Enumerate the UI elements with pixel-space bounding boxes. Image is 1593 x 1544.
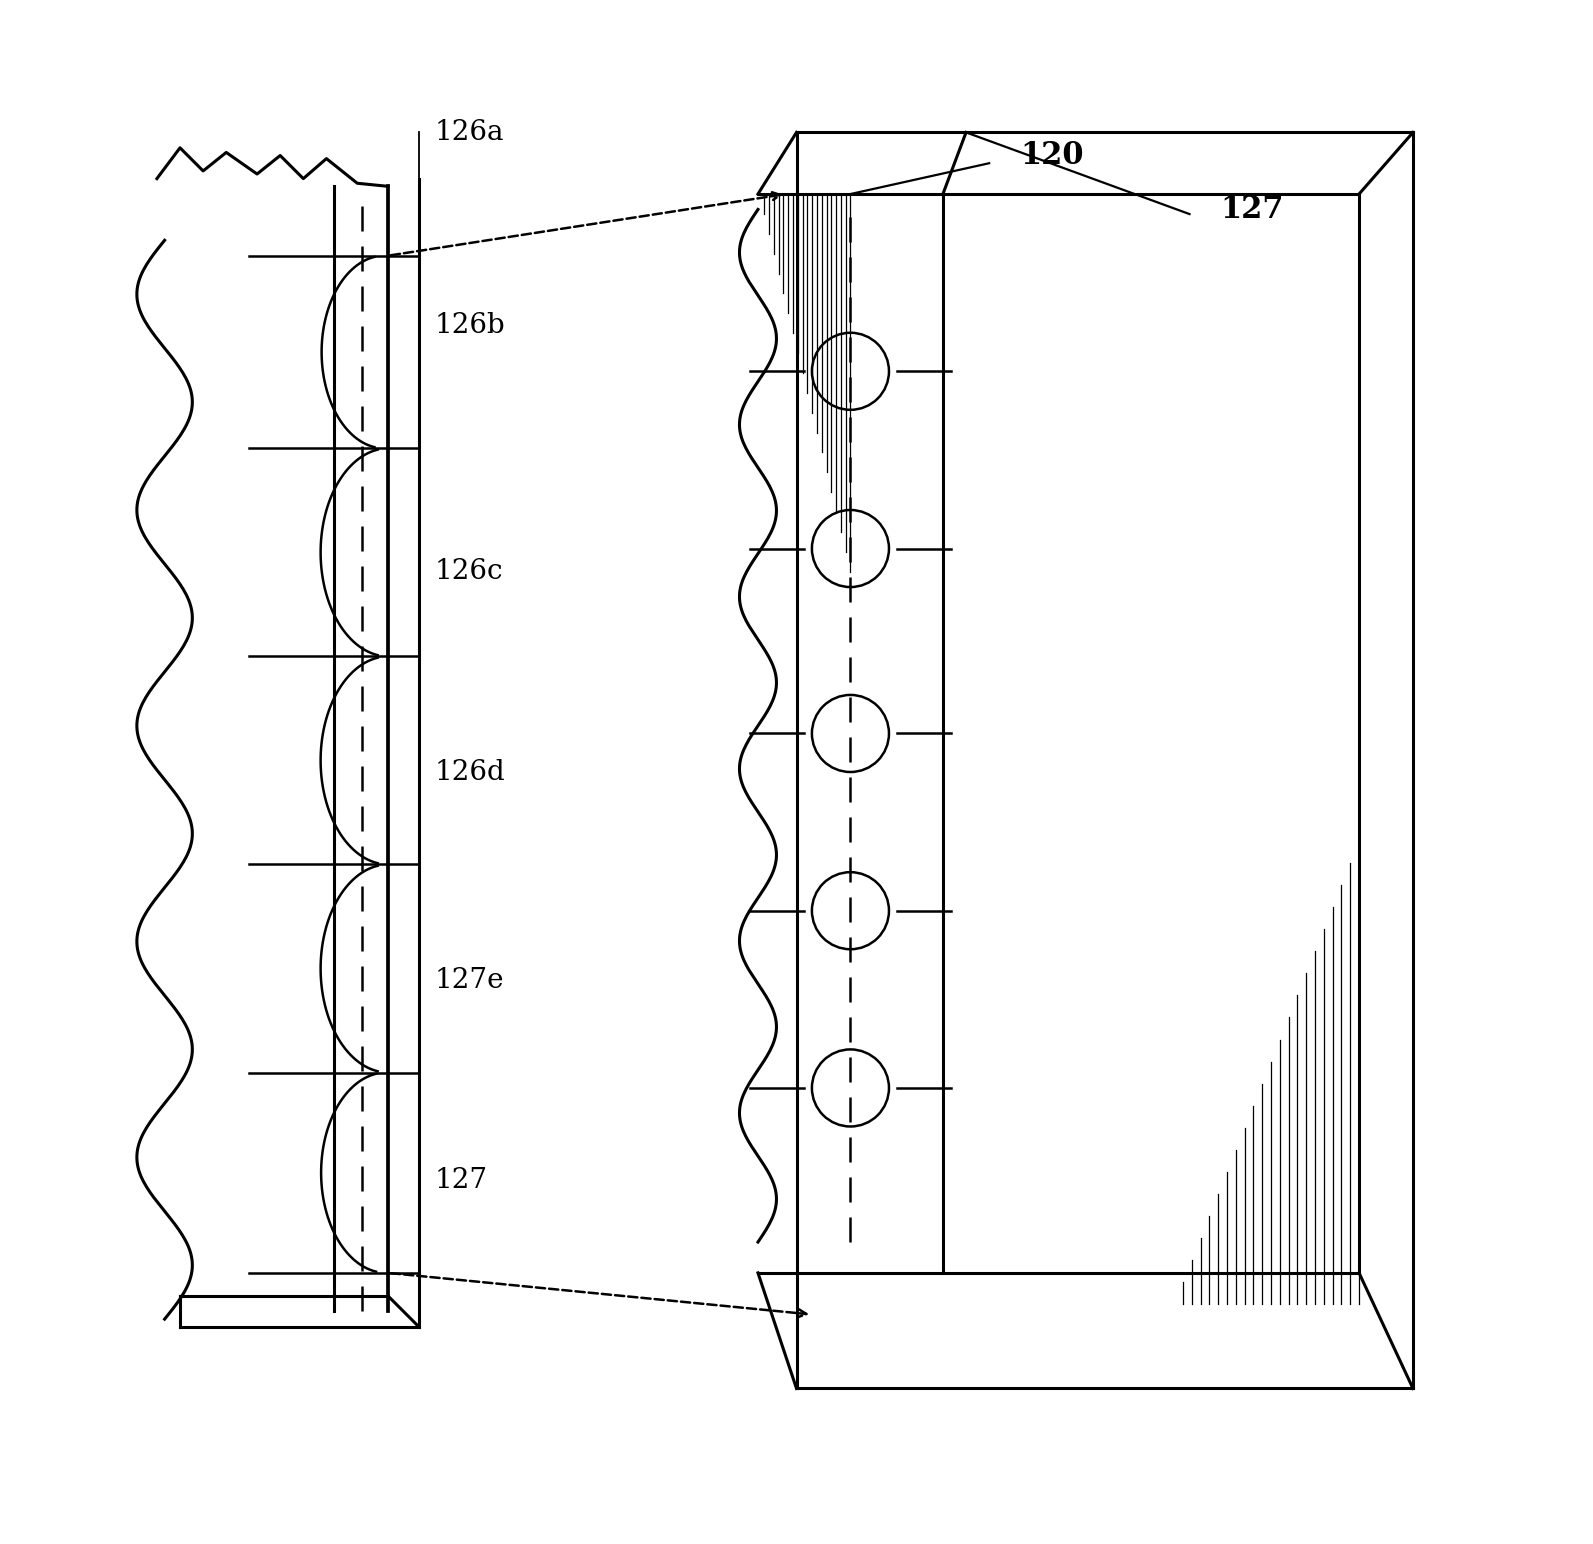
Text: 120: 120 (1020, 141, 1083, 171)
Text: 126b: 126b (435, 312, 505, 338)
Text: 126c: 126c (435, 557, 503, 585)
Text: 126a: 126a (435, 119, 503, 145)
Text: 127: 127 (1220, 195, 1284, 225)
Text: 127: 127 (435, 1167, 487, 1194)
Text: 127e: 127e (435, 967, 503, 994)
Text: 126d: 126d (435, 758, 505, 786)
